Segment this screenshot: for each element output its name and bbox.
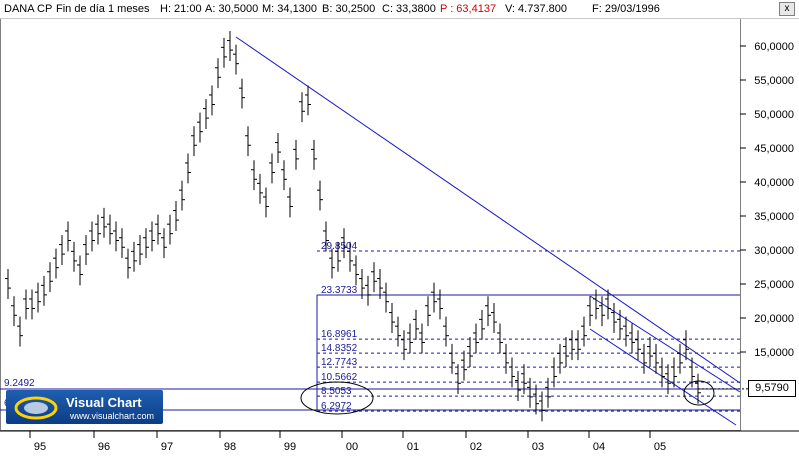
- close-value: C: 33,3800: [382, 3, 436, 15]
- y-tick-label: 50,0000: [754, 109, 794, 121]
- x-tick-label: 03: [532, 441, 544, 453]
- y-tick-label: 55,0000: [754, 75, 794, 87]
- volume-value: V: 4.737.800: [505, 3, 567, 15]
- last-price-tag: 9,5790: [748, 380, 796, 397]
- chart-header: DANA CP Fin de día 1 meses H: 21:00 A: 3…: [0, 0, 799, 19]
- x-tick-label: 02: [470, 441, 482, 453]
- trendline-channel-lower: [589, 328, 737, 426]
- x-tick-label: 04: [593, 441, 605, 453]
- fib-level-label: 10.5662: [321, 372, 358, 383]
- y-tick-label: 45,0000: [754, 143, 794, 155]
- fib-level-label: 29.8504: [321, 241, 358, 252]
- y-tick-label: 25,0000: [754, 279, 794, 291]
- date-value: F: 29/03/1996: [592, 3, 660, 15]
- fib-level-label: 12.7743: [321, 357, 358, 368]
- period-label: Fin de día 1 meses: [56, 3, 150, 15]
- fib-level-label: 16.8961: [321, 329, 358, 340]
- x-tick-label: 97: [161, 441, 173, 453]
- x-tick-label: 00: [346, 441, 358, 453]
- fib-level-label: 23.3733: [321, 285, 358, 296]
- plot-area: [0, 18, 741, 431]
- x-tick-label: 99: [284, 441, 296, 453]
- fib-level-label: 8.5053: [321, 386, 352, 397]
- hour-value: H: 21:00: [160, 3, 202, 15]
- logo-swirl-icon: [14, 396, 58, 420]
- x-tick-label: 01: [407, 441, 419, 453]
- y-tick-label: 20,0000: [754, 313, 794, 325]
- p-value: P : 63,4137: [440, 3, 497, 15]
- x-tick-label: 98: [224, 441, 236, 453]
- y-tick-label: 35,0000: [754, 211, 794, 223]
- fib-level-label: 14.8352: [321, 343, 358, 354]
- trendline-main: [235, 36, 741, 384]
- symbol-label: DANA CP: [4, 3, 53, 15]
- x-tick-label: 96: [98, 441, 110, 453]
- y-tick-label: 15,0000: [754, 347, 794, 359]
- x-tick-label: 05: [654, 441, 666, 453]
- x-tick-label: 95: [34, 441, 46, 453]
- y-tick-label: 60,0000: [754, 41, 794, 53]
- left-level-label: 9.2492: [4, 378, 35, 389]
- highlight-ellipse-left: [300, 381, 374, 415]
- trendline-channel-upper: [589, 295, 741, 393]
- logo-url[interactable]: www.visualchart.com: [70, 411, 155, 421]
- fib-level-label: 6.2972: [321, 401, 352, 412]
- highlight-ellipse-right: [683, 380, 715, 406]
- y-tick-label: 40,0000: [754, 177, 794, 189]
- y-tick-label: 30,0000: [754, 245, 794, 257]
- visual-chart-logo: [6, 390, 163, 424]
- low-value: B: 30,2500: [322, 3, 376, 15]
- open-value: A: 30,5000: [205, 3, 259, 15]
- high-value: M: 34,1300: [262, 3, 318, 15]
- close-button[interactable]: x: [779, 2, 795, 16]
- logo-title: Visual Chart: [66, 395, 142, 410]
